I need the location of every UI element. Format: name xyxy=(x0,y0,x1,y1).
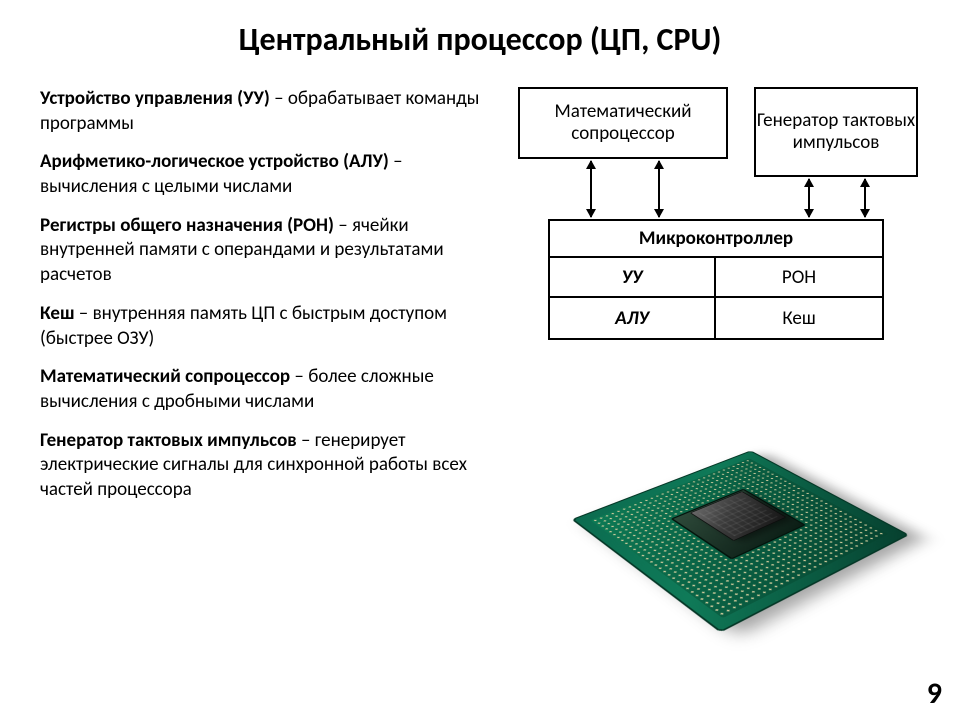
definition-item: Регистры общего назначения (РОН) – ячейк… xyxy=(40,214,480,288)
arrow-bidirectional xyxy=(658,161,660,217)
arrow-bidirectional xyxy=(590,161,592,217)
block-coprocessor: Математический сопроцессор xyxy=(518,87,728,159)
block-label: Математический сопроцессор xyxy=(520,101,726,145)
definition-term: Арифметико-логическое устройство (АЛУ) xyxy=(40,150,389,173)
definition-term: Устройство управления (УУ) xyxy=(40,87,270,110)
definition-item: Арифметико-логическое устройство (АЛУ) –… xyxy=(40,150,480,199)
arrow-bidirectional xyxy=(808,179,810,217)
mc-cell-cache: Кеш xyxy=(716,298,882,338)
arrow-bidirectional xyxy=(864,179,866,217)
definition-term: Регистры общего назначения (РОН) xyxy=(40,214,334,237)
block-clock-generator: Генератор тактовых импульсов xyxy=(754,87,918,177)
microcontroller-grid: УУ РОН АЛУ Кеш xyxy=(550,258,882,338)
slide: Центральный процессор (ЦП, CPU) Устройст… xyxy=(0,0,960,720)
cpu-chip-illustration xyxy=(588,417,888,647)
cpu-block-diagram: Математический сопроцессор Генератор так… xyxy=(508,87,928,367)
definition-item: Генератор тактовых импульсов – генерируе… xyxy=(40,429,480,503)
page-title: Центральный процессор (ЦП, CPU) xyxy=(40,20,920,59)
mc-cell-alu: АЛУ xyxy=(550,298,716,338)
definition-item: Кеш – внутренняя память ЦП с быстрым дос… xyxy=(40,302,480,351)
definitions-column: Устройство управления (УУ) – обрабатывае… xyxy=(40,87,480,517)
content-columns: Устройство управления (УУ) – обрабатывае… xyxy=(40,87,920,517)
definition-item: Устройство управления (УУ) – обрабатывае… xyxy=(40,87,480,136)
definition-term: Генератор тактовых импульсов xyxy=(40,429,297,452)
page-number: 9 xyxy=(927,675,942,712)
mc-cell-ron: РОН xyxy=(716,258,882,298)
block-label: Генератор тактовых импульсов xyxy=(756,110,916,154)
definition-term: Математический сопроцессор xyxy=(40,365,290,388)
mc-cell-uu: УУ xyxy=(550,258,716,298)
definition-desc: – внутренняя память ЦП с быстрым доступо… xyxy=(40,302,447,350)
microcontroller-title: Микроконтроллер xyxy=(550,221,882,258)
block-microcontroller: Микроконтроллер УУ РОН АЛУ Кеш xyxy=(548,219,884,340)
definition-item: Математический сопроцессор – более сложн… xyxy=(40,365,480,414)
chip-icon xyxy=(571,450,909,632)
definition-term: Кеш xyxy=(40,302,75,325)
diagram-column: Математический сопроцессор Генератор так… xyxy=(508,87,928,517)
